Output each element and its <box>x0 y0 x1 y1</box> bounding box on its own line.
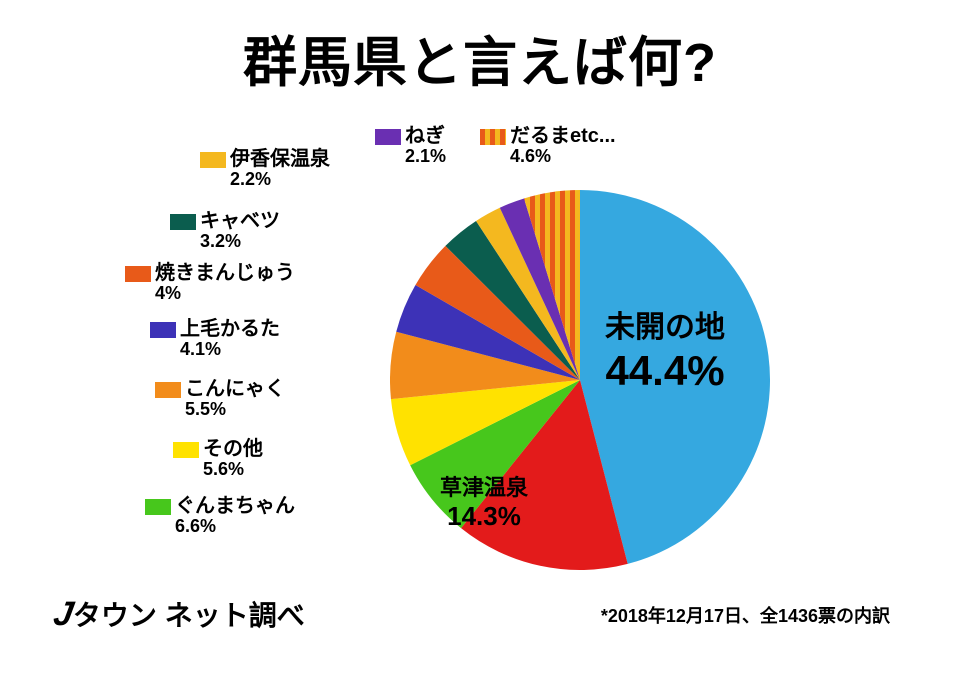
legend-pct: 4.6% <box>480 147 616 167</box>
legend-label: だるまetc... <box>510 125 616 147</box>
legend-pct: 4% <box>125 284 295 304</box>
legend-swatch <box>155 382 181 398</box>
source-logo: Jタウン ネット調べ <box>54 594 305 634</box>
slice-label-second: 草津温泉 14.3% <box>440 475 528 533</box>
legend-swatch <box>150 322 176 338</box>
chart-title: 群馬県と言えば何? <box>0 18 960 97</box>
legend-item: その他5.6% <box>173 438 263 480</box>
legend-swatch <box>173 442 199 458</box>
legend-item: キャベツ3.2% <box>170 210 280 252</box>
legend-item: 伊香保温泉2.2% <box>200 148 330 190</box>
slice-label-main: 未開の地 44.4% <box>605 310 725 396</box>
legend-item: だるまetc...4.6% <box>480 125 616 167</box>
legend-swatch <box>200 152 226 168</box>
source-text: タウン ネット調べ <box>73 600 305 631</box>
legend-label: その他 <box>203 438 263 460</box>
legend-label: ぐんまちゃん <box>175 495 295 517</box>
slice-pct: 14.3% <box>440 501 528 532</box>
legend-label: キャベツ <box>200 210 280 232</box>
legend-item: こんにゃく5.5% <box>155 378 285 420</box>
legend-swatch <box>170 214 196 230</box>
legend-label: 上毛かるた <box>180 318 280 340</box>
legend-label: 焼きまんじゅう <box>155 262 295 284</box>
legend-label: 伊香保温泉 <box>230 148 330 170</box>
legend-pct: 2.2% <box>200 170 330 190</box>
slice-name: 草津温泉 <box>440 475 528 501</box>
legend-pct: 5.6% <box>173 460 263 480</box>
legend-item: 上毛かるた4.1% <box>150 318 280 360</box>
legend-swatch <box>375 129 401 145</box>
legend-swatch <box>480 129 506 145</box>
legend-swatch <box>145 499 171 515</box>
slice-pct: 44.4% <box>605 346 725 396</box>
legend-item: ぐんまちゃん6.6% <box>145 495 295 537</box>
legend-pct: 5.5% <box>155 400 285 420</box>
legend-pct: 3.2% <box>170 232 280 252</box>
legend-label: こんにゃく <box>185 378 285 400</box>
slice-name: 未開の地 <box>605 310 725 346</box>
legend-item: 焼きまんじゅう4% <box>125 262 295 304</box>
legend-pct: 6.6% <box>145 517 295 537</box>
footnote: *2018年12月17日、全1436票の内訳 <box>601 602 890 628</box>
legend-swatch <box>125 266 151 282</box>
legend-pct: 4.1% <box>150 340 280 360</box>
legend-item: ねぎ2.1% <box>375 125 446 167</box>
legend-label: ねぎ <box>405 125 445 147</box>
legend-pct: 2.1% <box>375 147 446 167</box>
